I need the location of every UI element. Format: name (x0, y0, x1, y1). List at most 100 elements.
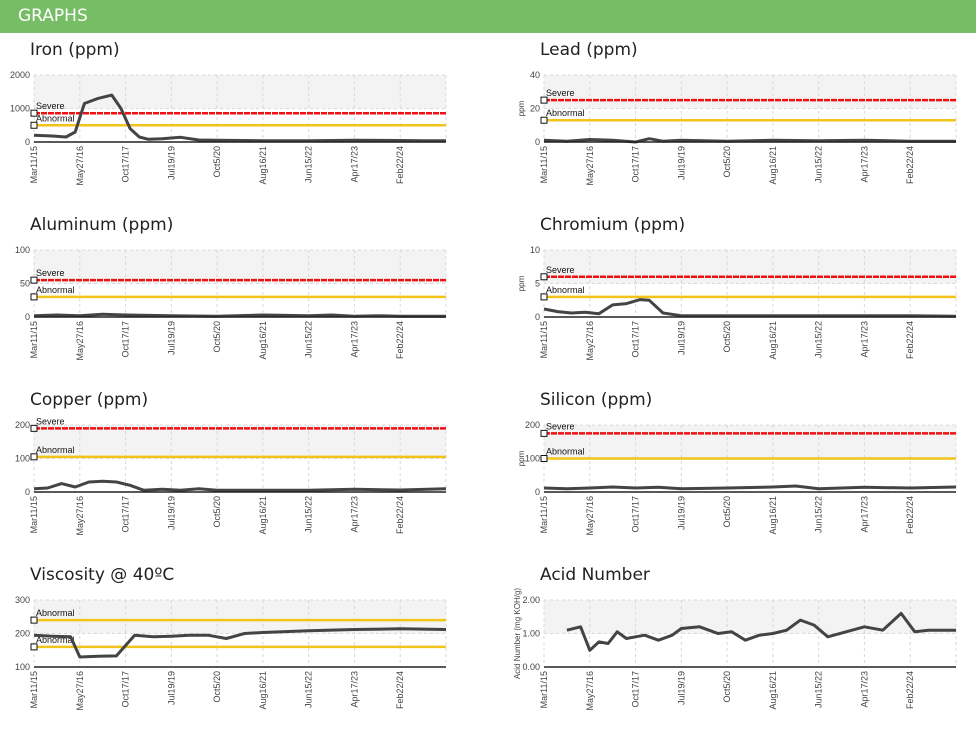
x-tick-label: Apr17/23 (349, 321, 359, 358)
y-tick-label: 0 (535, 312, 540, 322)
x-tick-label: Jun15/22 (814, 496, 824, 533)
y-tick-label: 10 (530, 245, 540, 255)
x-tick-label: May27/16 (585, 496, 595, 536)
x-tick-label: Mar11/15 (539, 321, 549, 358)
threshold-marker (30, 121, 38, 129)
x-tick-label: May27/16 (75, 146, 85, 186)
y-tick-label: 0 (25, 137, 30, 147)
x-tick-label: Feb22/24 (905, 671, 915, 709)
threshold-label: Severe (546, 421, 575, 431)
chart-title: Acid Number (540, 565, 650, 585)
y-tick-label: 2.00 (522, 595, 540, 605)
y-tick-label: 0 (25, 487, 30, 497)
series-line (33, 627, 447, 659)
x-tick-label: Feb22/24 (395, 146, 405, 184)
x-tick-label: Jun15/22 (304, 321, 314, 358)
x-tick-label: Oct17/17 (631, 671, 641, 708)
y-tick-label: 40 (530, 70, 540, 80)
header-title: GRAPHS (18, 6, 88, 26)
x-tick-label: Oct5/20 (212, 671, 222, 703)
x-tick-label: Oct17/17 (121, 496, 131, 533)
threshold-marker (30, 453, 38, 461)
x-tick-label: Aug16/21 (258, 321, 268, 360)
chart-title: Lead (ppm) (540, 40, 638, 60)
plot-band (544, 425, 956, 459)
y-axis-label: ppm (517, 275, 526, 291)
y-axis-label: ppm (517, 450, 526, 466)
x-tick-label: Apr17/23 (859, 671, 869, 708)
x-tick-label: Apr17/23 (349, 146, 359, 183)
chart-title: Chromium (ppm) (540, 215, 686, 235)
chart-title: Viscosity @ 40ºC (30, 565, 175, 585)
chart-svg: 0 50 100 Severe Abnormal Mar11/15 May27/16 Oct1… (15, 245, 447, 361)
threshold-label: Abnormal (36, 113, 75, 123)
x-tick-label: Mar11/15 (29, 671, 39, 708)
x-tick-label: Oct17/17 (121, 146, 131, 183)
x-tick-label: May27/16 (75, 496, 85, 536)
series-line (33, 312, 446, 318)
x-tick-label: May27/16 (585, 671, 595, 711)
x-tick-label: Apr17/23 (859, 321, 869, 358)
chart-svg: 0 100 200 ppm Severe Abnormal Mar11/15 May27/16… (517, 420, 957, 536)
x-tick-label: Feb22/24 (395, 671, 405, 709)
x-tick-label: Aug16/21 (258, 496, 268, 535)
y-axis-label: Acid Number (mg KOH/g) (513, 588, 522, 679)
x-tick-label: Apr17/23 (859, 496, 869, 533)
plot-band (544, 250, 956, 284)
chart-panel-lead: Lead (ppm) 0 20 40 ppm Severe Abnormal Mar11/1… (510, 40, 972, 210)
x-tick-label: Jun15/22 (304, 671, 314, 708)
x-tick-label: Aug16/21 (258, 146, 268, 185)
x-tick-label: Jul19/19 (166, 146, 176, 180)
chart-svg: 0 1000 2000 Severe Abnormal Mar11/15 May27/16 O… (10, 70, 447, 186)
x-tick-label: Oct17/17 (631, 146, 641, 183)
x-tick-label: Oct5/20 (212, 321, 222, 353)
x-tick-label: Apr17/23 (349, 671, 359, 708)
x-tick-label: Aug16/21 (258, 671, 268, 710)
series-line (543, 298, 957, 318)
threshold-marker (30, 616, 38, 624)
series-line (566, 611, 956, 652)
y-tick-label: 0 (535, 137, 540, 147)
x-tick-label: Apr17/23 (349, 496, 359, 533)
x-tick-label: Oct17/17 (121, 671, 131, 708)
chart-svg: 0 100 200 Severe Abnormal Mar11/15 May27/16 Oct… (15, 416, 447, 536)
series-line (33, 479, 447, 492)
threshold-marker (30, 293, 38, 301)
x-tick-label: Mar11/15 (539, 146, 549, 183)
y-tick-label: 5 (535, 279, 540, 289)
x-tick-label: Oct17/17 (631, 321, 641, 358)
x-tick-label: Oct5/20 (722, 146, 732, 178)
x-tick-label: Mar11/15 (29, 496, 39, 533)
x-tick-label: Jul19/19 (166, 671, 176, 705)
y-tick-label: 50 (20, 279, 30, 289)
y-tick-label: 100 (525, 454, 540, 464)
x-tick-label: Jun15/22 (814, 671, 824, 708)
chart-panel-copper: Copper (ppm) 0 100 200 Severe Abnormal Mar11/… (0, 390, 462, 560)
x-tick-label: Feb22/24 (905, 146, 915, 184)
threshold-marker (540, 429, 548, 437)
threshold-marker (30, 643, 38, 651)
y-tick-label: 0.00 (522, 662, 540, 672)
threshold-label: Abnormal (546, 285, 585, 295)
x-tick-label: Jul19/19 (166, 496, 176, 530)
x-tick-label: Aug16/21 (768, 671, 778, 710)
chart-title: Aluminum (ppm) (30, 215, 174, 235)
threshold-marker (30, 276, 38, 284)
x-tick-label: Mar11/15 (29, 321, 39, 358)
x-tick-label: Jul19/19 (676, 146, 686, 180)
x-tick-label: Oct5/20 (722, 321, 732, 353)
x-tick-label: Oct5/20 (722, 671, 732, 703)
plot-band (544, 75, 956, 109)
y-tick-label: 300 (15, 595, 30, 605)
chart-svg: 0 20 40 ppm Severe Abnormal Mar11/15 May27/16 Oc… (517, 70, 957, 186)
series-line (543, 137, 956, 144)
x-tick-label: Feb22/24 (905, 496, 915, 534)
series-line (33, 93, 446, 143)
x-tick-label: Jul19/19 (166, 321, 176, 355)
x-tick-label: Feb22/24 (395, 321, 405, 359)
threshold-label: Severe (36, 416, 65, 426)
x-tick-label: Mar11/15 (539, 496, 549, 533)
y-tick-label: 100 (15, 245, 30, 255)
threshold-label: Abnormal (36, 608, 75, 618)
